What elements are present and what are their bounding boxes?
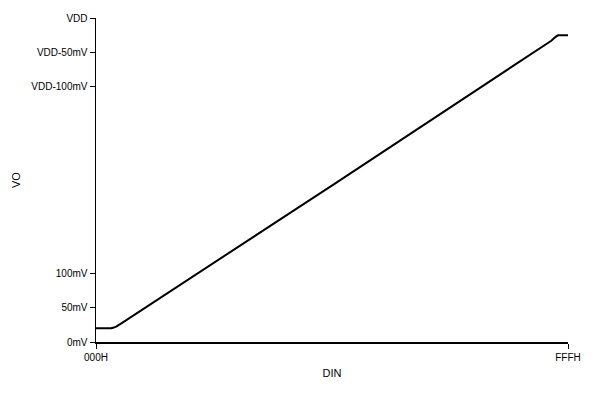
svg-text:VDD-50mV: VDD-50mV — [37, 47, 88, 58]
svg-text:FFFH: FFFH — [555, 352, 581, 363]
svg-text:VDD: VDD — [66, 13, 87, 24]
svg-text:50mV: 50mV — [61, 302, 87, 313]
svg-text:000H: 000H — [84, 352, 108, 363]
svg-text:DIN: DIN — [323, 367, 342, 379]
svg-text:VDD-100mV: VDD-100mV — [31, 81, 87, 92]
svg-text:100mV: 100mV — [56, 268, 88, 279]
svg-text:VO: VO — [10, 172, 22, 188]
svg-text:0mV: 0mV — [67, 337, 88, 348]
